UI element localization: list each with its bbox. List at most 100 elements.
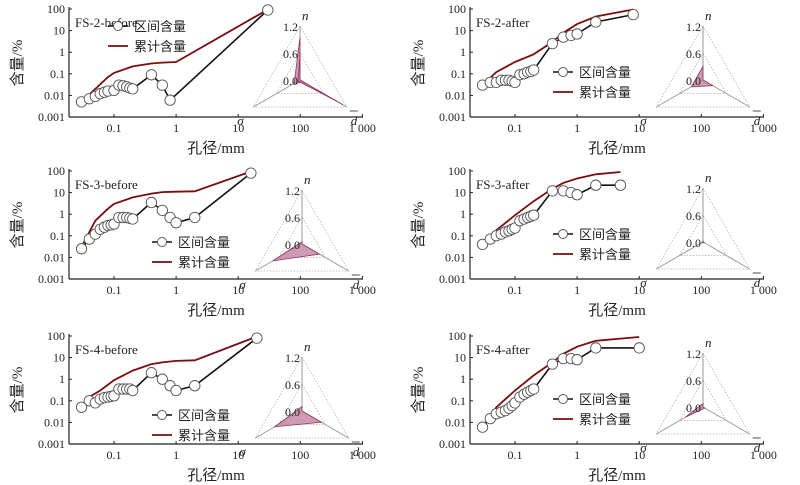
radar-tick-label: 1.2	[285, 351, 300, 365]
radar-tick-label: 0.6	[686, 374, 701, 388]
panel-title: FS-3-after	[476, 177, 530, 192]
radar-grid-inner	[276, 52, 324, 94]
interval-marker	[571, 189, 583, 201]
interval-marker	[262, 4, 274, 16]
x-tick-label: 1	[574, 283, 580, 297]
interval-marker	[546, 37, 559, 50]
x-tick-label: 0.1	[508, 448, 523, 462]
cumulative-content-line	[481, 8, 634, 86]
y-tick-label: 10	[454, 351, 466, 365]
radar-spoke	[702, 406, 751, 435]
y-tick-label: 0.1	[451, 394, 466, 408]
y-tick-label: 0.1	[50, 67, 65, 81]
legend-interval-label: 区间含量	[134, 19, 186, 34]
x-tick-label: 10	[633, 121, 645, 135]
x-tick-label: 1	[173, 121, 179, 135]
y-tick-label: 1	[460, 45, 466, 59]
radar-tick-label: 0.6	[285, 378, 300, 392]
interval-marker	[528, 383, 540, 395]
radar-tick-label: 0.0	[285, 405, 300, 419]
interval-marker	[145, 367, 158, 379]
y-axis-label: 含量/%	[9, 40, 26, 87]
x-tick-label: 10	[633, 283, 645, 297]
radar-area	[690, 65, 715, 88]
y-tick-label: 10	[454, 24, 466, 38]
legend-cumulative-label: 累计含量	[579, 85, 631, 100]
legend-marker-icon	[558, 229, 568, 239]
panel-title: FS-2-before	[75, 15, 138, 30]
interval-marker	[590, 16, 602, 28]
radar-tick-label: 1.2	[285, 184, 300, 198]
y-tick-label: 100	[448, 164, 466, 178]
interval-marker	[476, 421, 489, 433]
interval-marker	[156, 373, 168, 385]
interval-marker	[170, 384, 182, 397]
y-tick-label: 0.1	[451, 67, 466, 81]
radar-axis-sigma-label: σ	[640, 440, 647, 455]
y-tick-label: 0.001	[38, 110, 65, 124]
radar-area	[297, 55, 338, 102]
interval-marker	[145, 196, 158, 209]
interval-marker	[75, 243, 88, 255]
y-tick-label: 0.001	[439, 272, 466, 286]
x-tick-label: 10	[633, 448, 645, 462]
radar-axis-d-label: d	[351, 113, 358, 128]
panel-title: FS-4-after	[476, 342, 530, 357]
x-tick-label: 100	[692, 448, 710, 462]
interval-marker	[127, 83, 139, 95]
y-tick-label: 1	[59, 372, 65, 386]
y-tick-label: 0.01	[445, 250, 466, 264]
radar-tick-label: 0.6	[283, 47, 298, 61]
interval-marker	[546, 185, 559, 197]
interval-marker	[164, 94, 176, 106]
legend-cumulative-label: 累计含量	[134, 39, 186, 54]
x-tick-label: 0.1	[107, 283, 122, 297]
x-axis-label: 孔径/mm	[187, 302, 245, 319]
interval-marker	[627, 8, 639, 21]
chart-panel: 0.001 0.01 0.1 1 10 100 0.1 1 10 100 1 000 孔径/mm 含量/…	[9, 164, 376, 319]
x-tick-label: 1 000	[349, 283, 376, 297]
radar-tick-label: 0.0	[283, 74, 298, 88]
radar-axis-sigma-label: σ	[640, 275, 647, 290]
radar-tick-label: 0.6	[285, 211, 300, 225]
interval-marker	[590, 342, 602, 354]
legend-interval-label: 区间含量	[579, 227, 631, 242]
panel-title: FS-3-before	[75, 177, 138, 192]
y-tick-label: 10	[53, 24, 65, 38]
interval-marker	[189, 380, 201, 392]
radar-inset: 1.2 0.6 0.0 n σ d	[239, 339, 360, 459]
radar-axis-n-label: n	[302, 8, 309, 23]
y-tick-label: 0.1	[451, 229, 466, 243]
radar-spoke	[702, 241, 751, 270]
radar-area	[685, 402, 706, 418]
radar-inset: 1.2 0.6 0.0 n σ d	[640, 170, 761, 290]
legend-interval-label: 区间含量	[579, 65, 631, 80]
legend-marker-icon	[157, 410, 167, 420]
y-tick-label: 1	[460, 372, 466, 386]
legend-interval-label: 区间含量	[178, 235, 230, 250]
x-tick-label: 1	[574, 121, 580, 135]
interval-marker	[189, 211, 201, 224]
radar-inset: 1.2 0.6 0.0 n σ d	[640, 8, 761, 128]
interval-marker	[528, 64, 540, 76]
chart-panel: 0.001 0.01 0.1 1 10 100 0.1 1 10 100 1 000 孔径/mm 含量/…	[9, 2, 376, 157]
interval-marker	[251, 332, 263, 344]
panel-title: FS-2-after	[476, 15, 530, 30]
radar-inset: 1.2 0.6 0.0 n σ d	[239, 172, 360, 292]
legend-cumulative-label: 累计含量	[178, 428, 230, 443]
y-axis-label: 含量/%	[410, 202, 427, 249]
panel-title: FS-4-before	[75, 342, 138, 357]
legend-cumulative-label: 累计含量	[579, 247, 631, 262]
x-tick-label: 0.1	[107, 448, 122, 462]
interval-marker	[127, 384, 139, 397]
radar-tick-label: 0.6	[686, 209, 701, 223]
interval-marker	[476, 238, 489, 251]
radar-tick-label: 0.0	[686, 401, 701, 415]
chart-panel: 0.001 0.01 0.1 1 10 100 0.1 1 10 100 1 000 孔径/mm 含量/…	[410, 2, 777, 157]
radar-tick-label: 1.2	[283, 20, 298, 34]
radar-area	[273, 405, 323, 428]
x-tick-label: 10	[232, 448, 244, 462]
